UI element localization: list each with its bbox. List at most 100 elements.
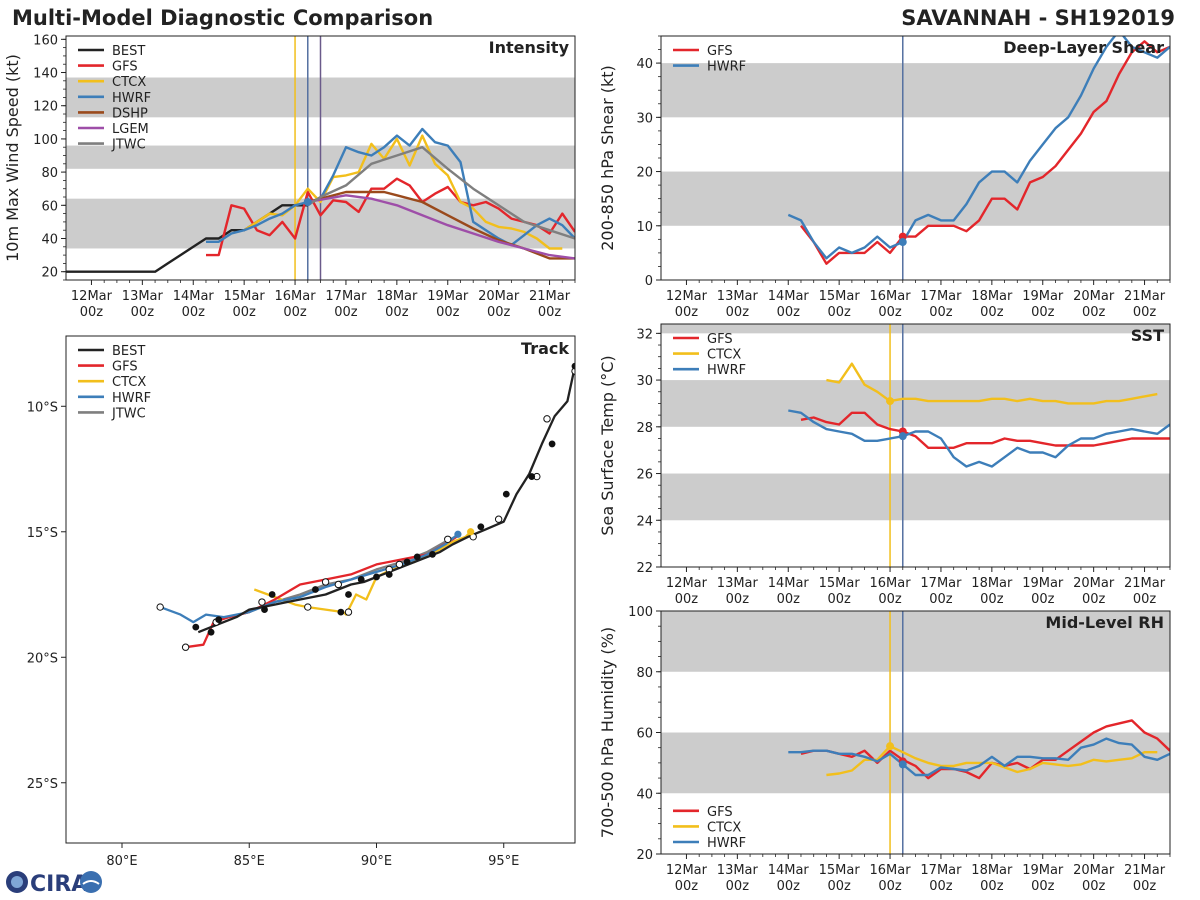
rh-plot-area <box>661 611 1170 854</box>
intensity-legend-label: HWRF <box>112 91 151 106</box>
intensity-legend-label: LGEM <box>112 122 149 137</box>
track-fix-open <box>494 515 503 523</box>
shear-xtick-date: 14Mar <box>768 289 810 304</box>
shear-xtick-hour: 00z <box>929 305 953 320</box>
shear-xtick-hour: 00z <box>675 305 699 320</box>
sst-marker-hwrf <box>898 432 907 441</box>
sst-xtick-date: 14Mar <box>768 576 810 591</box>
track-fix-open <box>444 535 452 544</box>
sst-legend-label: GFS <box>707 332 733 347</box>
sst-ytick-label: 30 <box>636 374 653 389</box>
track-legend-label: BEST <box>112 344 145 359</box>
rh-xtick-hour: 00z <box>827 879 851 894</box>
shear-panel: 01020304012Mar00z13Mar00z14Mar00z15Mar00… <box>598 35 1171 320</box>
track-title: Track <box>521 339 569 358</box>
track-fix-filled <box>261 606 268 613</box>
intensity-ytick-label: 60 <box>41 199 58 214</box>
rh-xtick-date: 18Mar <box>971 863 1013 878</box>
shear-title: Deep-Layer Shear <box>1003 38 1164 57</box>
track-fix-filled <box>571 362 575 370</box>
track-ytick-label: 10°S <box>27 400 58 415</box>
rh-xtick-hour: 00z <box>675 879 699 894</box>
shear-marker-hwrf <box>898 238 907 247</box>
track-xtick-label: 85°E <box>234 854 265 869</box>
sst-xtick-date: 21Mar <box>1124 576 1166 591</box>
intensity-ytick-label: 140 <box>33 67 58 82</box>
intensity-xtick-hour: 00z <box>436 305 460 320</box>
track-legend-label: CTCX <box>112 375 146 390</box>
intensity-xtick-date: 21Mar <box>529 289 571 304</box>
intensity-ytick-label: 40 <box>41 233 58 248</box>
sst-xtick-hour: 00z <box>777 592 801 607</box>
rh-series-ctcx <box>826 745 1158 777</box>
shear-xtick-date: 21Mar <box>1124 289 1166 304</box>
shear-xtick-hour: 00z <box>1133 305 1157 320</box>
sst-band <box>661 473 1170 521</box>
track-fix-filled <box>477 523 485 531</box>
track-fix-filled <box>312 586 319 593</box>
shear-xtick-date: 19Mar <box>1022 289 1064 304</box>
intensity-xtick-date: 13Mar <box>122 289 164 304</box>
track-ytick-label: 15°S <box>27 526 58 541</box>
shear-xtick-hour: 00z <box>1082 305 1106 320</box>
sst-band <box>661 324 1170 334</box>
intensity-series-lgem <box>307 194 575 260</box>
rh-legend-label: CTCX <box>707 820 741 835</box>
sst-ylabel: Sea Surface Temp (°C) <box>598 355 617 535</box>
rh-xtick-hour: 00z <box>980 879 1004 894</box>
track-fix-open <box>321 578 330 586</box>
track-fix-open <box>543 415 551 423</box>
track-xtick-label: 90°E <box>361 854 392 869</box>
intensity-series-jtwc <box>307 145 575 240</box>
rh-xtick-hour: 00z <box>878 879 902 894</box>
rh-series-gfs <box>800 719 1170 780</box>
shear-xtick-hour: 00z <box>980 305 1004 320</box>
figure-title: Multi-Model Diagnostic Comparison <box>12 6 433 30</box>
shear-xtick-hour: 00z <box>726 305 750 320</box>
storm-id-title: SAVANNAH - SH192019 <box>901 6 1175 30</box>
track-series-best <box>197 365 575 634</box>
track-legend-label: HWRF <box>112 391 151 406</box>
track-legend-label: GFS <box>112 360 138 375</box>
shear-ytick-label: 0 <box>645 274 653 289</box>
sst-xtick-date: 12Mar <box>666 576 708 591</box>
shear-xtick-hour: 00z <box>827 305 851 320</box>
shear-xtick-hour: 00z <box>777 305 801 320</box>
rh-ytick-label: 80 <box>636 666 653 681</box>
sst-panel: 22242628303212Mar00z13Mar00z14Mar00z15Ma… <box>598 323 1171 607</box>
intensity-plot-area <box>66 36 575 280</box>
sst-xtick-date: 17Mar <box>920 576 962 591</box>
track-fix-open <box>258 598 266 606</box>
intensity-ytick-label: 80 <box>41 166 58 181</box>
intensity-xtick-date: 17Mar <box>325 289 367 304</box>
track-frame <box>65 335 576 844</box>
track-fix-filled <box>345 591 352 598</box>
intensity-xtick-date: 16Mar <box>275 289 317 304</box>
intensity-marker-hwrf <box>303 197 312 206</box>
rh-legend-label: HWRF <box>707 836 746 851</box>
sst-series-hwrf <box>788 409 1170 468</box>
shear-ylabel: 200-850 hPa Shear (kt) <box>598 65 617 251</box>
intensity-xtick-date: 14Mar <box>173 289 215 304</box>
intensity-legend-label: JTWC <box>111 138 146 153</box>
track-fix-filled <box>207 628 215 636</box>
sst-xtick-hour: 00z <box>929 592 953 607</box>
intensity-series-hwrf <box>206 127 575 247</box>
sst-series-gfs <box>800 411 1170 449</box>
sst-xtick-hour: 00z <box>675 592 699 607</box>
sst-marker-ctcx <box>886 397 895 406</box>
track-fix-filled <box>373 573 380 581</box>
shear-xtick-hour: 00z <box>878 305 902 320</box>
track-fix-filled <box>528 473 536 480</box>
rh-ytick-label: 20 <box>636 848 653 863</box>
track-fix-open <box>344 608 353 616</box>
shear-xtick-date: 17Mar <box>920 289 962 304</box>
rh-xtick-hour: 00z <box>1133 879 1157 894</box>
sst-plot-area <box>661 324 1170 567</box>
intensity-xtick-hour: 00z <box>182 305 206 320</box>
track-fix-filled <box>548 440 556 448</box>
sst-xtick-hour: 00z <box>878 592 902 607</box>
intensity-ytick-label: 20 <box>41 266 58 281</box>
intensity-ytick-label: 120 <box>33 100 58 115</box>
track-ytick-label: 20°S <box>27 651 58 666</box>
